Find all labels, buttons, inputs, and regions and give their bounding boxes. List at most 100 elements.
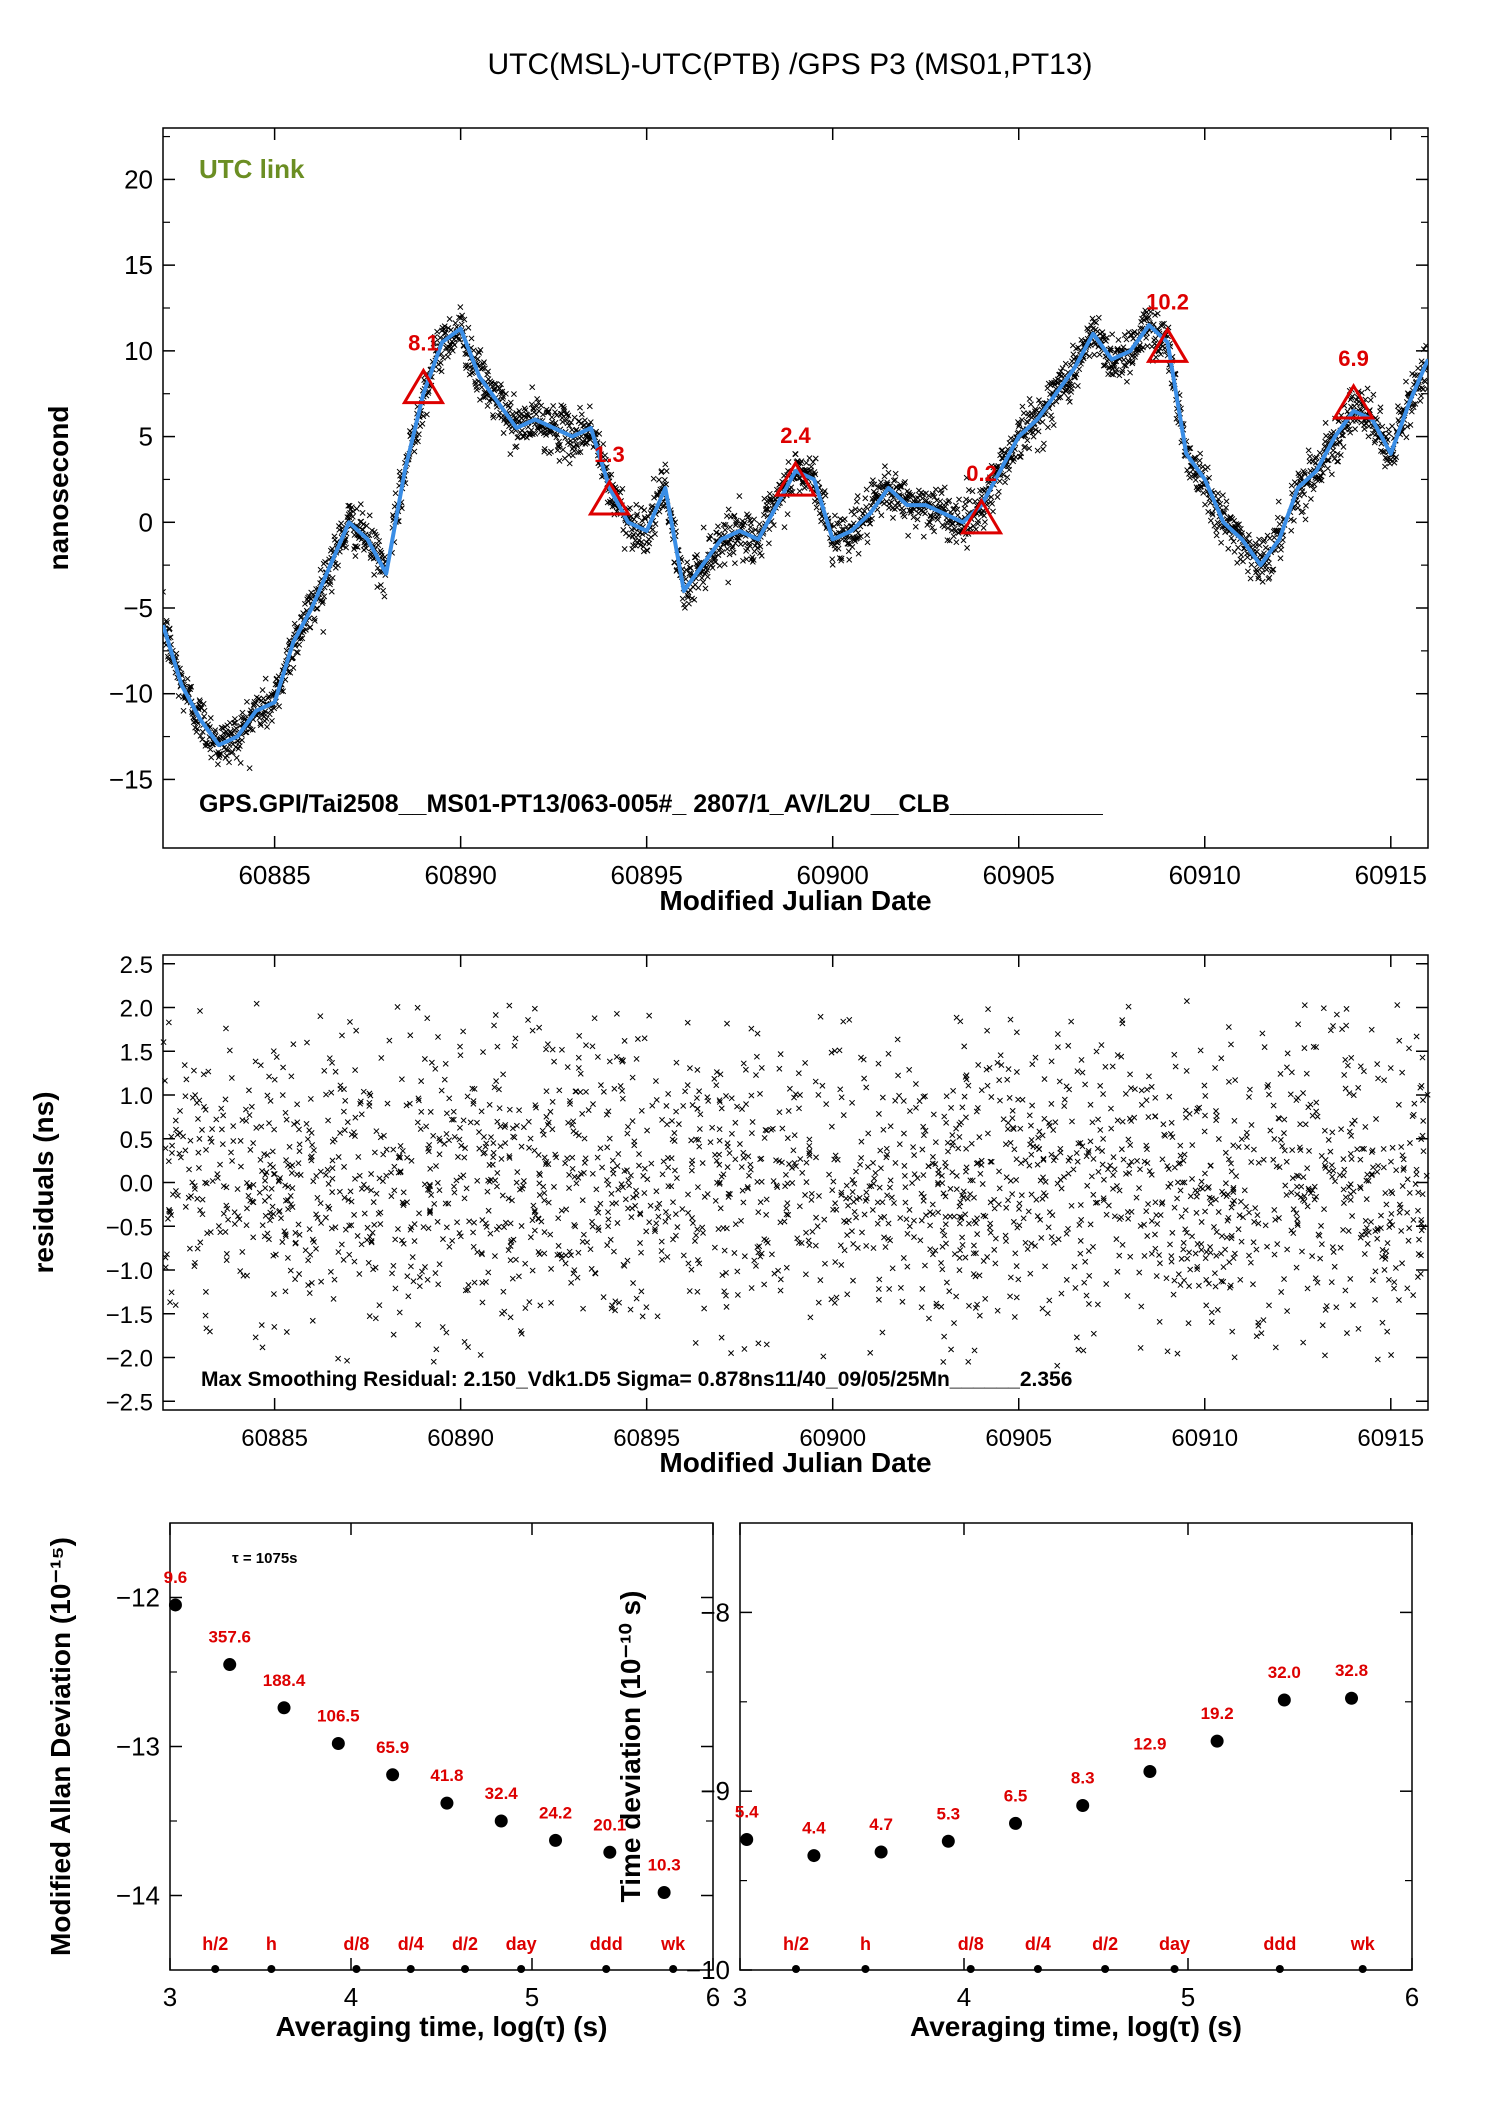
data-point [360,1088,367,1095]
data-point [875,1060,882,1067]
data-point [299,635,306,642]
data-point [776,1109,783,1116]
data-point [269,1148,276,1155]
data-point [577,449,584,455]
data-point [941,484,948,491]
data-point [189,1094,196,1101]
data-point [881,500,888,507]
x-axis-label: Modified Julian Date [659,1447,931,1478]
data-point [325,1117,332,1124]
data-point [813,1154,819,1161]
data-point [786,1085,793,1092]
data-point [1419,1191,1426,1198]
y-tick-label: −1.0 [106,1258,153,1285]
data-point [756,550,763,557]
data-point [484,402,491,409]
data-point [919,1146,926,1153]
data-point [875,484,882,491]
data-point [553,412,560,419]
data-point [1048,416,1055,423]
data-point [479,1279,486,1286]
data-point [536,1024,543,1031]
data-point [952,502,959,509]
data-point [989,500,996,507]
data-point [470,1243,477,1250]
data-point [325,1180,332,1187]
data-point [602,452,608,459]
data-point [589,1223,596,1230]
data-point [920,1193,927,1200]
data-point [932,1139,939,1146]
data-point [709,1124,716,1131]
data-point [555,1242,562,1249]
data-point [1213,1252,1220,1259]
data-point [658,468,665,475]
data-point [869,515,875,522]
data-point [448,326,454,333]
data-point [1078,336,1085,343]
y-tick-label: −0.5 [106,1214,153,1241]
data-point [222,1228,229,1235]
data-point [975,1061,982,1068]
data-point [724,1020,730,1027]
data-point [576,1032,583,1039]
data-point [182,1147,189,1154]
data-point [1082,1081,1089,1088]
data-point [507,1314,514,1321]
data-point [1068,1018,1075,1025]
data-point [694,1288,701,1295]
data-point [1255,1322,1262,1329]
data-point [687,565,694,571]
data-point [1251,1218,1258,1225]
data-point [1152,1231,1158,1238]
data-point [1410,1292,1417,1299]
data-point [1081,1279,1088,1286]
data-point [768,1251,775,1258]
data-point [722,526,729,533]
data-point [1322,419,1329,426]
data-point [1406,1140,1413,1146]
data-point [717,544,724,551]
data-point [273,1054,280,1060]
data-point [1036,397,1042,404]
data-point [876,1184,883,1191]
data-point [923,1212,929,1219]
data-point [736,1141,743,1147]
data-point [1062,360,1069,367]
data-point [411,448,418,455]
data-point [700,579,707,586]
data-point [231,1209,238,1216]
data-point [313,605,320,612]
data-point [451,1189,458,1196]
data-point [1391,1279,1398,1286]
data-point [1361,1251,1368,1257]
data-point [1090,1155,1097,1162]
data-point [855,529,862,536]
data-point [199,1196,206,1203]
data-point [317,566,324,573]
data-point [1028,1191,1035,1198]
x-tick-label: 60910 [1169,860,1241,890]
data-point [1042,1178,1049,1185]
data-point [980,1258,987,1264]
data-point [451,1133,458,1140]
data-point [684,559,691,566]
data-point [418,1108,425,1115]
data-point [845,1217,852,1224]
data-point [1395,1101,1402,1108]
data-point [1084,1182,1091,1189]
data-point [1050,1127,1057,1133]
data-point [1122,1090,1129,1097]
data-point [1168,1253,1175,1260]
data-point [264,1230,271,1237]
data-point [608,1190,615,1197]
data-point [391,1163,398,1170]
data-point [1177,1187,1184,1194]
data-point [894,504,900,511]
data-point [335,1154,342,1160]
data-point [927,519,933,526]
data-point [389,1270,395,1277]
data-point [680,1102,687,1109]
data-point [424,1276,431,1283]
data-point [1382,463,1388,470]
